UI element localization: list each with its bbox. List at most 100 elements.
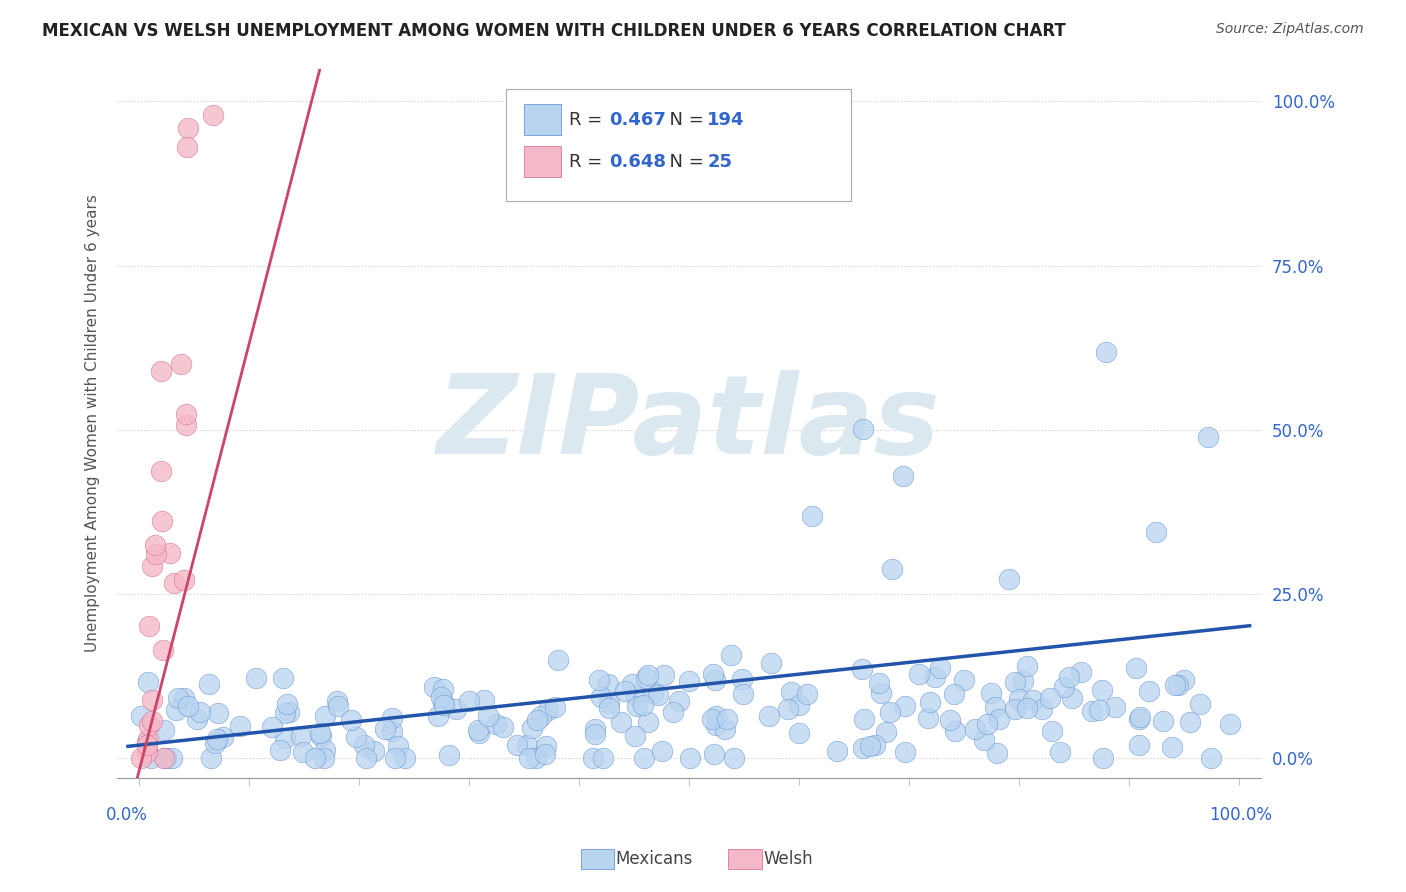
Point — [381, 711, 404, 725]
Point — [703, 747, 725, 761]
Point — [723, 751, 745, 765]
Point — [517, 751, 540, 765]
Text: 0.0%: 0.0% — [105, 806, 148, 824]
Text: Mexicans: Mexicans — [616, 850, 693, 868]
Point — [633, 751, 655, 765]
Text: 0.467: 0.467 — [609, 112, 665, 129]
Point — [432, 681, 454, 696]
Point — [779, 684, 801, 698]
Point — [433, 698, 456, 712]
Point — [1144, 524, 1167, 539]
Point — [731, 672, 754, 686]
Point — [1219, 716, 1241, 731]
Point — [1031, 701, 1053, 715]
Point — [429, 690, 451, 704]
Point — [984, 700, 1007, 714]
Point — [136, 745, 159, 759]
Point — [918, 695, 941, 709]
Point — [973, 733, 995, 747]
Point — [1189, 697, 1212, 711]
Point — [1080, 704, 1102, 718]
Point — [789, 725, 811, 739]
Point — [186, 712, 208, 726]
Text: ZIPatlas: ZIPatlas — [437, 370, 941, 476]
Point — [176, 418, 198, 433]
Point — [592, 751, 614, 765]
Point — [624, 729, 647, 743]
Point — [152, 642, 174, 657]
Point — [875, 724, 897, 739]
Point — [138, 718, 160, 732]
Point — [938, 714, 960, 728]
Point — [260, 720, 283, 734]
Point — [678, 673, 700, 688]
Point — [1152, 714, 1174, 729]
Point — [274, 731, 297, 745]
Point — [976, 717, 998, 731]
Text: R =: R = — [569, 112, 609, 129]
Point — [924, 670, 946, 684]
Point — [290, 729, 312, 743]
Point — [1039, 690, 1062, 705]
Point — [129, 751, 152, 765]
Point — [516, 738, 538, 752]
Point — [1129, 710, 1152, 724]
Point — [150, 514, 173, 528]
Point — [207, 731, 229, 746]
Point — [136, 675, 159, 690]
Point — [610, 715, 633, 730]
Point — [863, 738, 886, 752]
Point — [176, 140, 198, 154]
Point — [544, 699, 567, 714]
Point — [537, 703, 560, 717]
Point — [278, 705, 301, 719]
Point — [276, 697, 298, 711]
Point — [477, 708, 499, 723]
Point — [713, 722, 735, 736]
Point — [624, 690, 647, 704]
Point — [643, 686, 665, 700]
Point — [1092, 751, 1115, 765]
Point — [703, 673, 725, 688]
Point — [384, 751, 406, 765]
Point — [894, 745, 917, 759]
Point — [374, 722, 396, 736]
Point — [868, 676, 890, 690]
Point — [800, 509, 823, 524]
Point — [534, 747, 557, 761]
Point — [1017, 659, 1039, 673]
Point — [778, 702, 800, 716]
Point — [188, 705, 211, 719]
Point — [1042, 724, 1064, 739]
Point — [1087, 703, 1109, 717]
Point — [662, 706, 685, 720]
Point — [588, 673, 610, 687]
Point — [759, 657, 782, 671]
Point — [344, 730, 367, 744]
Point — [177, 120, 200, 135]
Point — [1173, 673, 1195, 687]
Point — [634, 671, 657, 685]
Point — [309, 726, 332, 740]
Point — [1008, 692, 1031, 706]
Point — [1167, 678, 1189, 692]
Point — [202, 107, 225, 121]
Point — [758, 709, 780, 723]
Point — [943, 724, 966, 739]
Point — [170, 357, 193, 371]
Point — [787, 698, 810, 712]
Point — [524, 751, 547, 765]
Point — [1004, 701, 1026, 715]
Point — [965, 722, 987, 736]
Point — [1160, 740, 1182, 755]
Point — [986, 747, 1008, 761]
Point — [928, 661, 950, 675]
Point — [314, 708, 336, 723]
Point — [304, 751, 326, 765]
Point — [229, 719, 252, 733]
Point — [309, 729, 332, 743]
Point — [1049, 745, 1071, 759]
Point — [155, 751, 177, 765]
Point — [1004, 675, 1026, 690]
Point — [591, 690, 613, 704]
